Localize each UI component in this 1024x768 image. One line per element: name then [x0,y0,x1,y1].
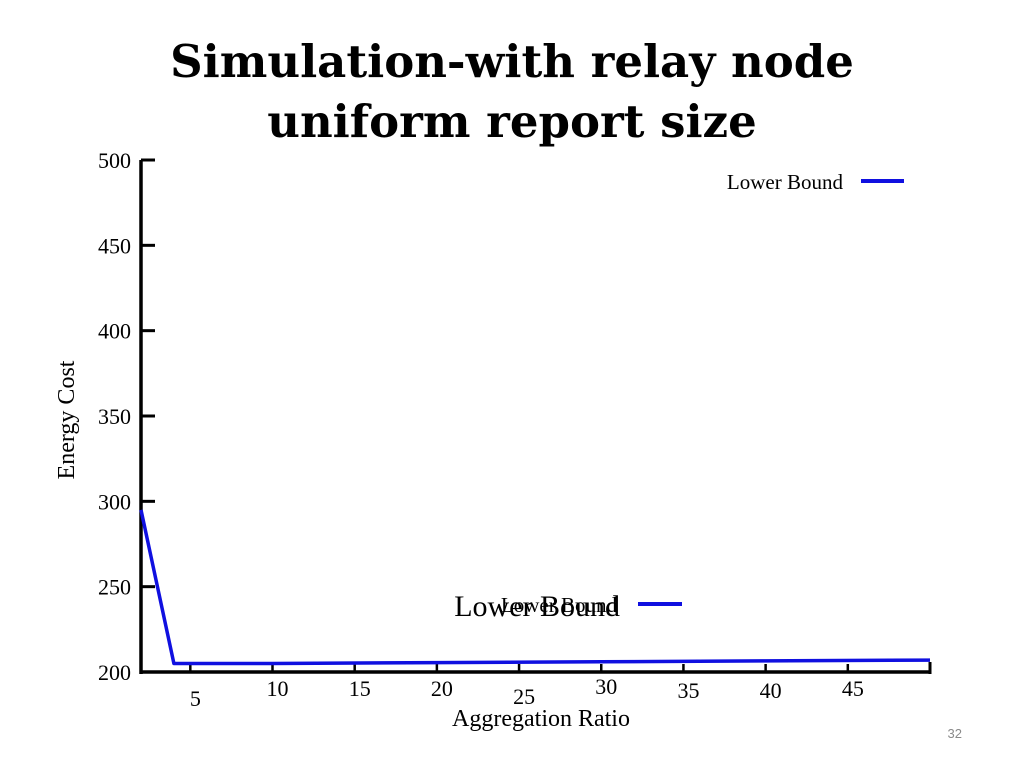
x-axis-ticks: 5 10 15 20 25 30 35 40 45 [189,664,864,711]
y-tick-label: 500 [98,148,131,173]
x-tick-label: 10 [267,676,289,701]
legend-label: Lower Bound [727,170,844,194]
y-tick-label: 450 [98,233,131,258]
x-tick-label: 25 [513,684,535,709]
x-tick-label: 45 [842,676,864,701]
y-tick-label: 200 [98,660,131,685]
series-line-lower-bound [139,509,931,666]
x-tick-label: 5 [190,686,201,711]
y-axis-label: Energy Cost [54,360,80,479]
slide-title-line-2: uniform report size [267,95,757,148]
series-group [139,509,931,666]
x-tick-label: 30 [595,674,617,699]
y-tick-label: 400 [98,319,131,344]
y-tick-label: 250 [98,575,131,600]
x-axis-label: Aggregation Ratio [452,706,630,732]
overlay-legend-label-large: Lower Bound [454,590,620,623]
slide-title-line-1: Simulation-with relay node [170,35,854,88]
slide-title: Simulation-with relay node uniform repor… [0,32,1024,152]
slide-number: 32 [947,726,962,741]
y-tick-label: 350 [98,404,131,429]
x-tick-label: 20 [431,676,453,701]
x-tick-label: 15 [349,676,371,701]
x-tick-label: 40 [760,678,782,703]
y-tick-label: 300 [98,489,131,514]
x-tick-label: 35 [677,678,699,703]
legend: Lower Bound [727,170,904,194]
y-axis-ticks: 200 250 300 350 400 450 500 [98,148,155,685]
overlay-legend-label-small: Lower Bound [501,593,618,617]
